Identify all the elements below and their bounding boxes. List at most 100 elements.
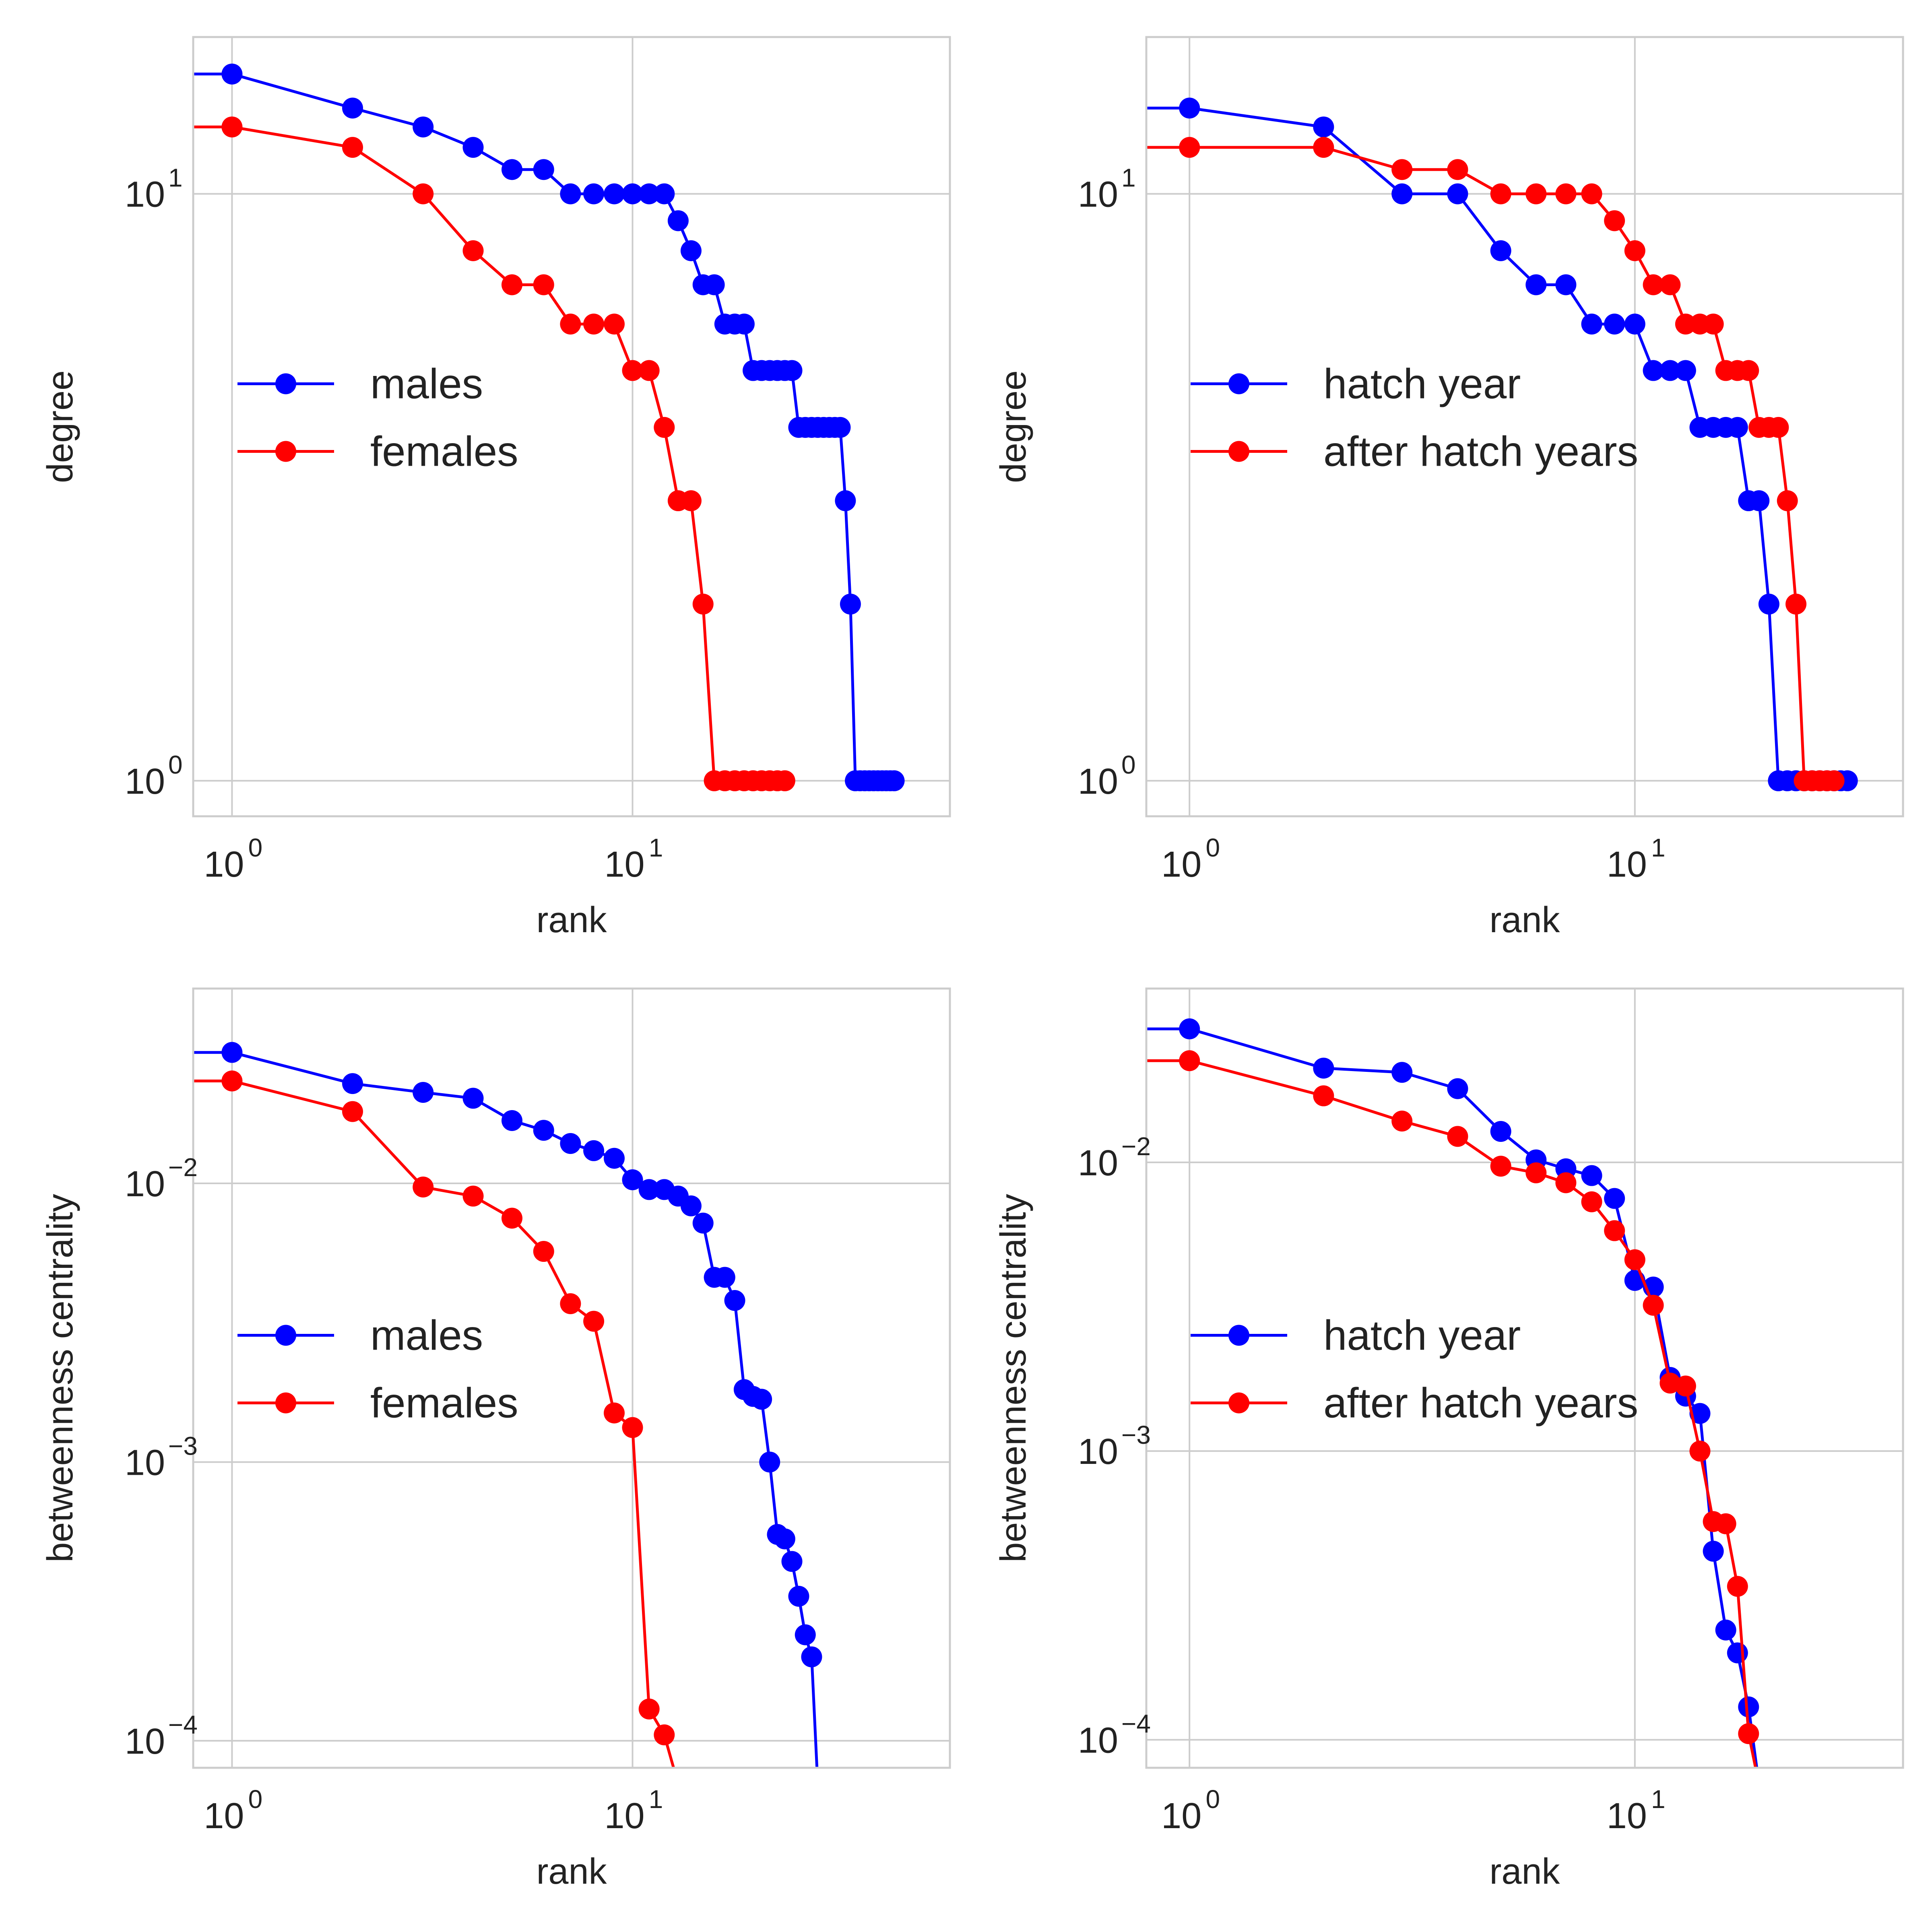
y-tick-label: 10: [125, 1721, 165, 1762]
data-point: [583, 314, 605, 335]
data-point: [342, 137, 363, 158]
y-tick-label: 10: [125, 1164, 165, 1204]
data-point: [1604, 1188, 1625, 1209]
data-point: [1604, 314, 1625, 335]
data-point: [668, 1773, 689, 1794]
data-point: [1643, 360, 1664, 381]
x-tick-label: 10: [1161, 844, 1201, 885]
x-axis-label: rank: [536, 900, 607, 940]
data-point: [638, 1179, 660, 1200]
data-point: [1313, 1057, 1334, 1079]
data-point: [413, 1082, 434, 1103]
data-point: [1447, 159, 1468, 180]
data-point: [1490, 183, 1511, 204]
data-point: [1643, 1294, 1664, 1316]
data-point: [692, 593, 714, 615]
data-point: [692, 1212, 714, 1234]
data-point: [680, 240, 702, 261]
data-point: [1738, 1723, 1759, 1744]
y-tick-exponent: −2: [168, 1153, 198, 1182]
y-tick-label: 10: [1078, 175, 1118, 215]
data-point: [1179, 1050, 1200, 1071]
y-tick-label: 10: [125, 762, 165, 802]
data-point: [801, 1646, 822, 1668]
data-point: [603, 1402, 625, 1424]
data-point: [1555, 1172, 1577, 1193]
data-point: [751, 1389, 772, 1410]
y-tick-label: 10: [125, 1443, 165, 1483]
y-axis-label: betweenness centrality: [40, 1194, 80, 1563]
data-point: [733, 314, 755, 335]
x-tick-label: 10: [1607, 844, 1647, 885]
data-point: [714, 1267, 735, 1288]
data-point: [1525, 274, 1547, 295]
data-point: [883, 770, 905, 791]
legend-marker: [1228, 1325, 1249, 1346]
data-point: [1313, 116, 1334, 138]
data-point: [1581, 314, 1602, 335]
data-point: [774, 1528, 795, 1550]
data-point: [603, 1148, 625, 1169]
x-axis-label: rank: [1489, 900, 1560, 940]
series-line-2: [193, 1080, 675, 1768]
data-point: [1447, 1126, 1468, 1147]
data-point: [583, 1140, 605, 1161]
data-point: [413, 116, 434, 138]
x-axis-label: rank: [1489, 1852, 1560, 1892]
y-axis-label: degree: [40, 370, 80, 483]
data-point: [1689, 1403, 1711, 1424]
y-tick-exponent: −3: [168, 1431, 198, 1460]
data-point: [342, 1073, 363, 1094]
data-point: [1715, 1513, 1736, 1534]
data-point: [1624, 1249, 1645, 1270]
data-point: [1715, 1619, 1736, 1641]
legend: hatch year after hatch years: [1191, 361, 1638, 475]
data-point: [342, 97, 363, 119]
data-point: [1675, 314, 1696, 335]
data-point: [638, 360, 660, 381]
data-point: [1727, 1642, 1748, 1664]
data-point: [462, 1088, 484, 1109]
x-tick-label: 10: [604, 1796, 644, 1836]
data-point: [501, 1208, 522, 1229]
legend-marker: [275, 373, 296, 394]
legend-label: after hatch years: [1323, 428, 1638, 475]
data-point: [1555, 183, 1577, 204]
data-point: [1675, 1375, 1696, 1397]
legend-label: females: [370, 428, 518, 475]
y-axis-label: betweenness centrality: [993, 1194, 1034, 1563]
data-point: [1581, 1165, 1602, 1186]
x-tick-exponent: 0: [1205, 1785, 1220, 1814]
plot-frame: [192, 36, 951, 817]
data-point: [1391, 1110, 1413, 1132]
data-point: [1391, 159, 1413, 180]
legend-marker: [275, 1392, 296, 1414]
data-point: [533, 274, 554, 295]
y-tick-label: 10: [1078, 1432, 1118, 1472]
y-tick-exponent: −2: [1121, 1132, 1151, 1161]
data-point: [1179, 97, 1200, 119]
data-point: [1748, 490, 1770, 512]
data-point: [1660, 360, 1681, 381]
data-point: [622, 360, 643, 381]
data-point: [667, 210, 689, 231]
x-tick-exponent: 1: [1651, 833, 1666, 862]
data-point: [781, 360, 803, 381]
data-point: [533, 1241, 554, 1262]
y-tick-exponent: 0: [168, 750, 183, 779]
data-point: [1738, 1696, 1759, 1717]
x-tick-exponent: 0: [248, 1785, 263, 1814]
data-point: [1525, 183, 1547, 204]
legend-label: hatch year: [1323, 361, 1521, 408]
data-point: [1604, 210, 1625, 231]
y-tick-label: 10: [1078, 1720, 1118, 1761]
y-tick-label: 10: [125, 175, 165, 215]
data-point: [501, 1110, 522, 1131]
data-point: [1490, 240, 1511, 261]
data-point: [1581, 1191, 1602, 1212]
data-point: [583, 183, 605, 204]
data-point: [638, 1698, 660, 1719]
data-point: [221, 1042, 243, 1063]
data-point: [1660, 274, 1681, 295]
x-tick-label: 10: [1607, 1796, 1647, 1836]
